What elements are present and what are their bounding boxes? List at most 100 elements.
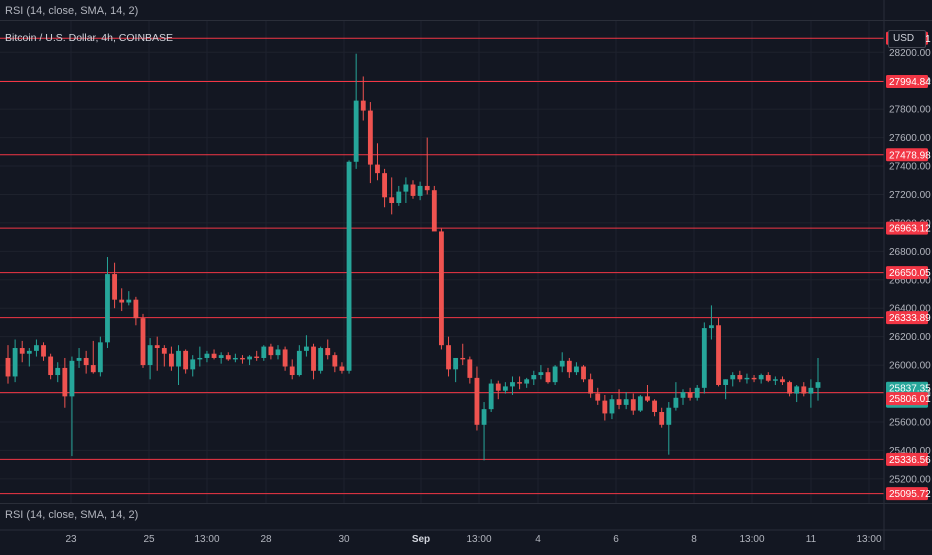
candle [652,399,657,417]
candle [147,338,153,380]
candle-body [83,357,89,366]
bottom-rsi-legend[interactable]: RSI (14, close, SMA, 14, 2) [5,509,139,521]
level-price-label: 27994.84 [889,77,931,88]
candle-body [90,365,96,373]
candle-body [666,407,672,425]
candle-body [460,357,466,360]
candle-body [574,366,579,373]
candle [275,345,281,360]
candle [758,373,764,384]
x-tick-label: Sep [412,534,430,545]
currency-button[interactable]: USD [888,30,926,48]
candle [360,76,366,121]
candle [169,346,174,371]
candle-body [183,350,189,370]
candle [410,180,416,199]
top-rsi-legend[interactable]: RSI (14, close, SMA, 14, 2) [5,5,139,17]
candle [801,382,807,397]
candle-body [417,185,423,196]
candle-body [55,367,61,376]
candle-body [5,357,11,377]
candle-body [26,350,32,354]
candle-body [780,379,785,383]
x-tick-label: 11 [806,534,817,545]
candle [701,322,707,394]
candle-body [133,299,139,319]
candle [616,389,622,410]
x-tick-label: 23 [65,534,77,545]
level-price-label-overlay: 25806.01 [889,394,931,405]
candle [772,376,778,385]
candle [815,357,821,401]
candle [488,379,494,413]
candle [453,357,459,383]
candle-body [737,375,743,380]
candle [346,160,352,374]
candle [119,288,125,312]
candle [154,336,160,371]
candle-body [190,359,196,370]
x-tick-label: 28 [260,534,272,545]
candle-body [34,345,39,351]
candle [687,387,693,401]
candle [566,357,572,378]
candle-body [652,400,657,413]
candle-body [112,274,117,300]
candle [183,349,189,374]
symbol-title[interactable]: Bitcoin / U.S. Dollar, 4h, COINBASE [5,32,174,44]
candle [467,356,473,384]
candle [574,362,579,376]
candle-body [204,353,210,358]
candle [389,177,395,215]
candle-body [105,274,110,343]
candle-body [232,357,238,360]
candle-body [531,375,537,380]
candle-body [488,383,494,410]
candle-body [69,360,75,397]
candle-body [609,399,615,414]
candle-body [559,360,565,367]
candle-body [296,350,302,376]
y-tick-label: 25200.00 [889,474,931,485]
y-tick-label: 27800.00 [889,105,931,116]
x-tick-label: 30 [338,534,350,545]
candle-body [581,366,586,380]
candle [609,394,615,420]
candle [12,339,18,383]
candle [417,181,423,201]
candle [716,318,721,387]
candle-body [254,356,260,358]
candle [318,346,324,374]
candle-body [261,346,267,358]
candle [744,373,750,384]
candle-body [289,366,295,376]
candle-body [126,299,132,303]
candle-body [602,400,608,414]
candle-body [197,357,203,360]
candle [232,353,238,363]
candle [97,336,103,377]
candle-body [616,399,622,405]
candle [190,355,196,377]
candle [439,228,444,350]
candles [5,53,821,461]
candle-body [588,379,594,394]
candle-body [218,355,224,358]
candle-body [545,372,551,383]
candle [296,345,302,377]
level-price-tag [886,487,928,501]
candle-body [467,359,473,378]
candle [289,359,295,380]
candle [382,168,387,208]
price-axis[interactable]: 25200.0025400.0025600.0025800.0026000.00… [883,0,932,550]
candle [140,313,146,368]
candle [19,340,25,363]
candle [325,339,331,360]
time-axis[interactable]: 23 25 13:00 28 30 Sep 13:00 4 6 8 13:00 11 13:00 [0,529,932,545]
candle [105,257,110,349]
level-price-tag [886,266,928,280]
candle [495,380,501,400]
candle-body [709,325,714,329]
